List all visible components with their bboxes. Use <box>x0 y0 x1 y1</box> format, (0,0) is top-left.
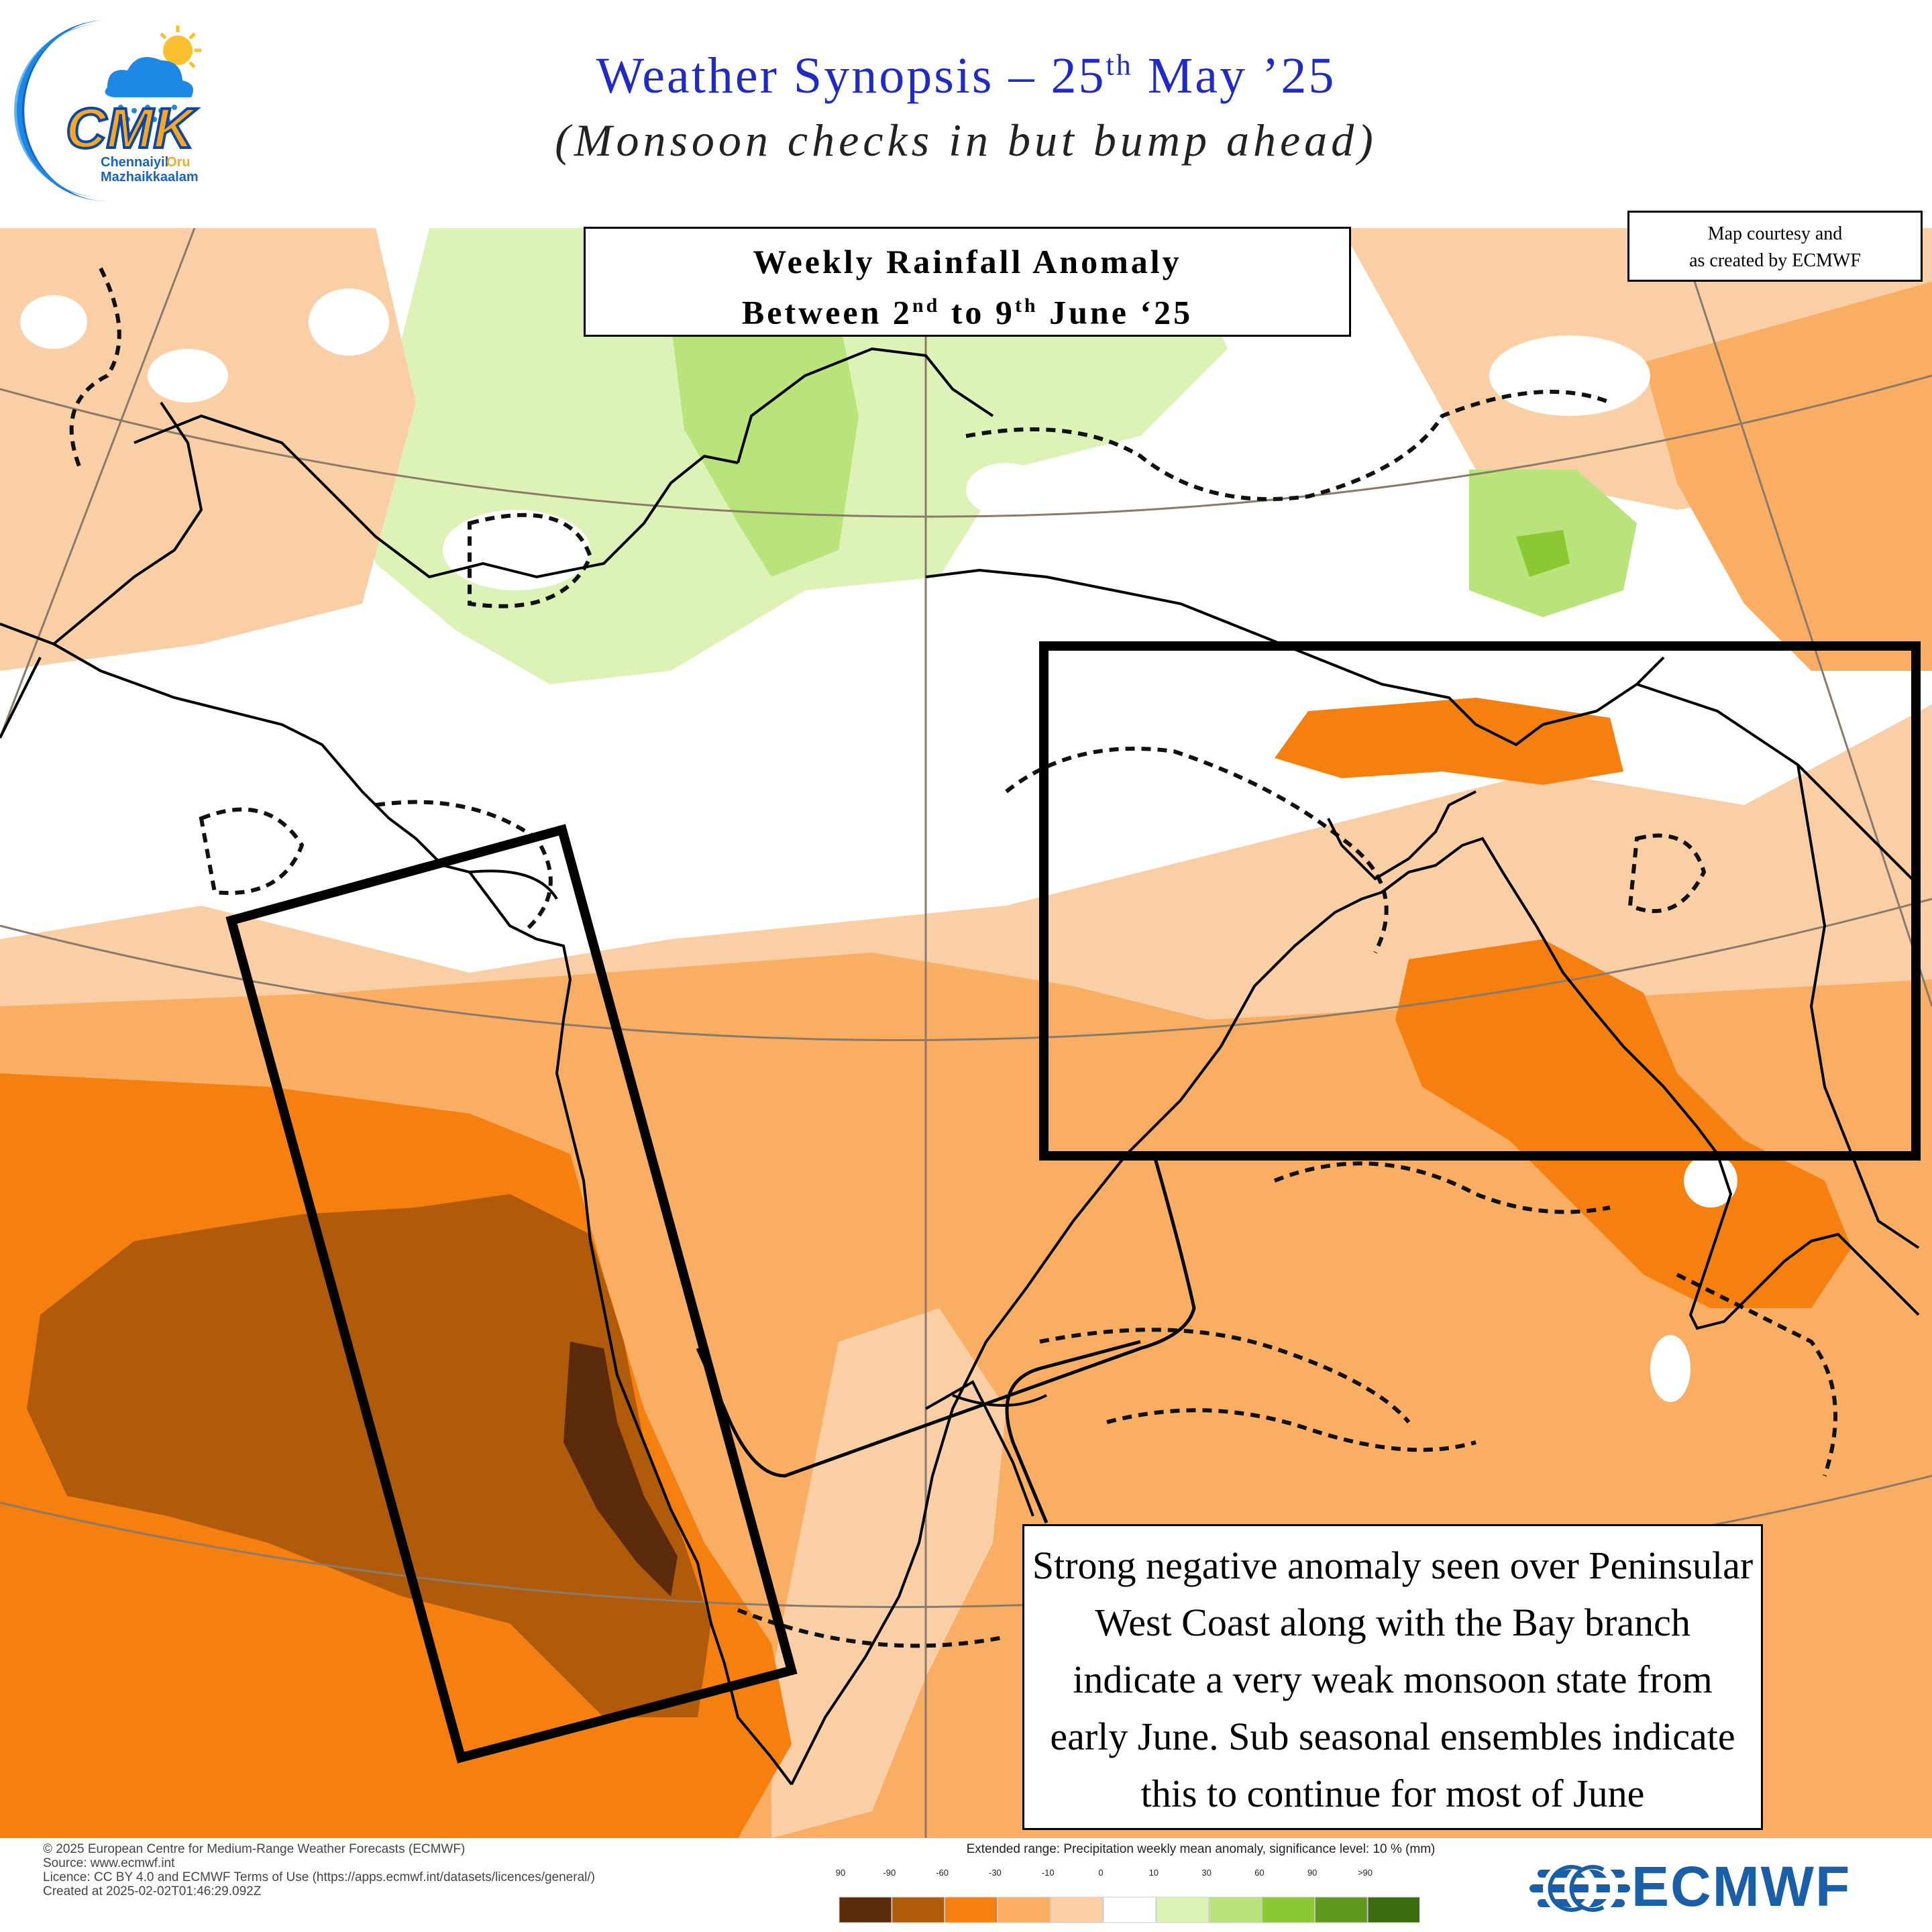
footer-credits: © 2025 European Centre for Medium-Range … <box>43 1842 595 1898</box>
legend-swatch <box>1367 1896 1419 1923</box>
anomaly-region-strong-positive <box>1516 530 1570 577</box>
legend-swatch <box>945 1896 998 1923</box>
legend-swatch <box>839 1896 892 1923</box>
legend-label: <-90 <box>836 1868 845 1878</box>
map-inset-title-line2: Between 2nd to 9th June ‘25 <box>741 293 1193 331</box>
legend-swatch <box>1209 1896 1263 1923</box>
legend-label: 90 <box>1307 1868 1317 1878</box>
legend-swatch <box>892 1896 945 1923</box>
legend-label: -30 <box>989 1868 1002 1878</box>
header: CMK Chennaiyil Oru Mazhaikkaalam Weather… <box>0 0 1932 228</box>
legend-label: -10 <box>1042 1868 1055 1878</box>
west-coast-highlight-box <box>225 824 798 1764</box>
legend-title: Extended range: Precipitation weekly mea… <box>966 1842 1436 1856</box>
svg-text:Chennaiyil: Chennaiyil <box>101 155 168 170</box>
legend-swatch <box>1314 1896 1368 1923</box>
legend-swatch <box>1050 1896 1104 1923</box>
anomaly-region-extreme-negative <box>564 1342 678 1597</box>
map-inset-title: Weekly Rainfall Anomaly Between 2nd to 9… <box>584 227 1351 337</box>
anomaly-region-very-strong-negative <box>27 1194 711 1717</box>
legend-label: 60 <box>1254 1868 1264 1878</box>
bay-branch-highlight-box <box>1039 641 1921 1161</box>
legend-label: 10 <box>1149 1868 1159 1878</box>
legend-label: -90 <box>883 1868 896 1878</box>
ecmwf-brand-name: ECMWF <box>1631 1855 1851 1918</box>
anomaly-region-light-negative-northwest <box>0 228 416 671</box>
annotation-callout: Strong negative anomaly seen over Penins… <box>1022 1524 1763 1830</box>
legend-swatch <box>1261 1896 1315 1923</box>
color-legend: <-90 -90 -60 -30 -10 0 10 30 60 90 >90 <box>836 1868 1419 1923</box>
legend-swatch <box>997 1896 1051 1923</box>
legend-label: >90 <box>1358 1868 1373 1878</box>
anomaly-region-positive <box>671 315 859 577</box>
svg-text:Oru: Oru <box>166 155 191 170</box>
map-courtesy-note: Map courtesy and as created by ECMWF <box>1627 211 1923 282</box>
comk-logo: CMK Chennaiyil Oru Mazhaikkaalam <box>13 20 201 201</box>
legend-swatch <box>1103 1896 1157 1923</box>
legend-label: 0 <box>1098 1868 1103 1878</box>
svg-text:CMK: CMK <box>66 97 198 160</box>
legend-swatch <box>1156 1896 1210 1923</box>
ecmwf-logo-icon <box>1529 1862 1630 1915</box>
svg-text:Mazhaikkaalam: Mazhaikkaalam <box>101 170 199 184</box>
anomaly-region-strong-negative-bay <box>1395 939 1851 1308</box>
southeast-coast-region <box>771 1308 1006 1838</box>
page-title: Weather Synopsis – 25th May ’25 <box>596 48 1336 104</box>
legend-label: -60 <box>936 1868 949 1878</box>
anomaly-region-negative-northeast-corner <box>1644 282 1932 671</box>
anomaly-region-strong-negative-northeast <box>1275 698 1623 785</box>
map-inset-title-line1: Weekly Rainfall Anomaly <box>753 243 1182 280</box>
legend-label: 30 <box>1201 1868 1211 1878</box>
page-subtitle: (Monsoon checks in but bump ahead) <box>555 115 1377 166</box>
